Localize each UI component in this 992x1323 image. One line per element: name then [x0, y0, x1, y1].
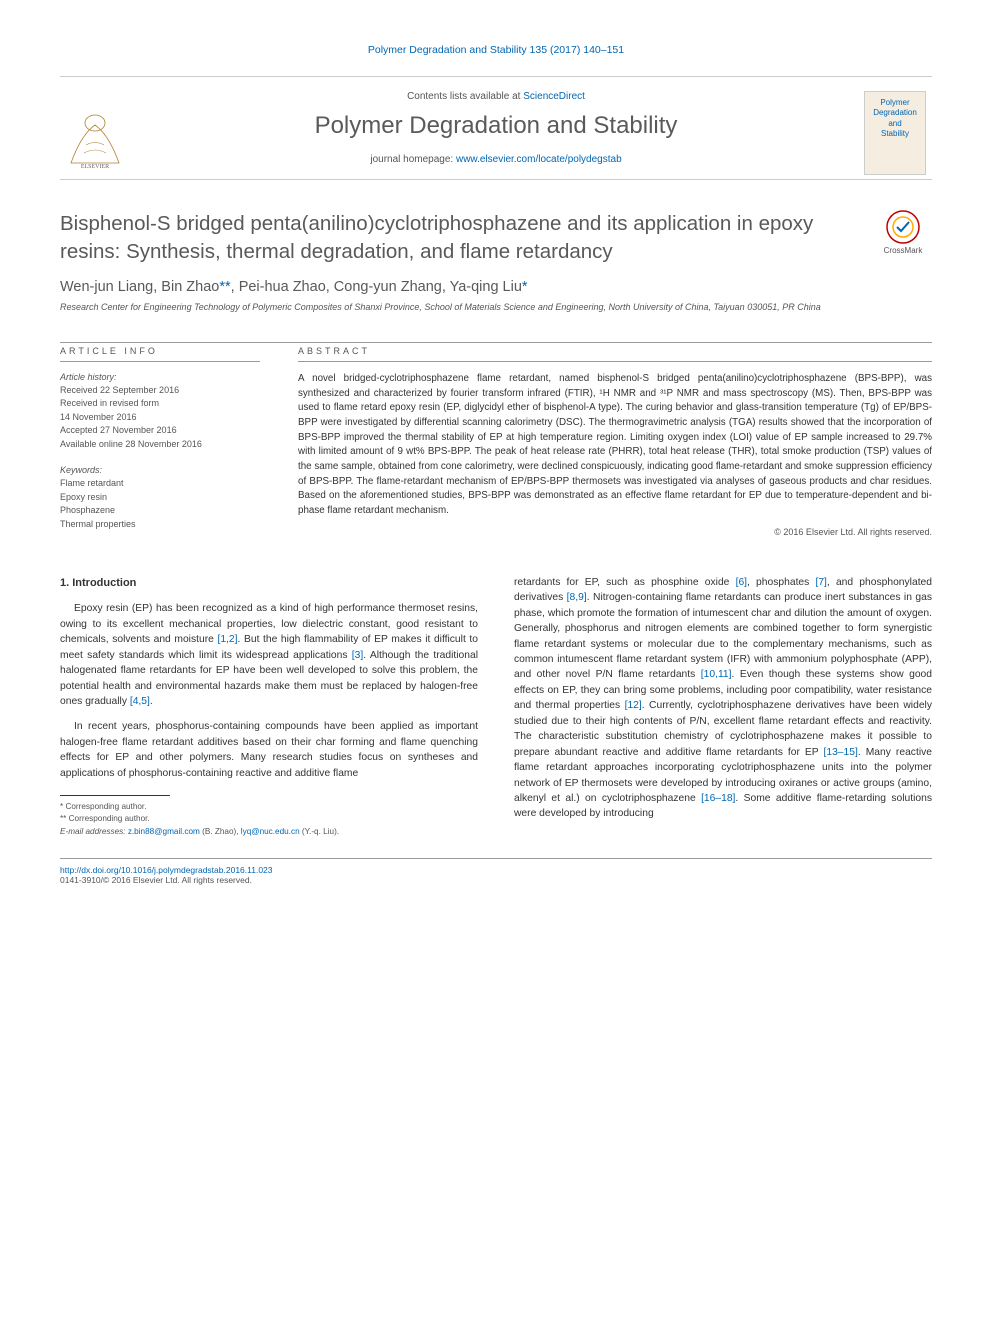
- footer-bar: http://dx.doi.org/10.1016/j.polymdegrads…: [60, 858, 932, 885]
- homepage-link[interactable]: www.elsevier.com/locate/polydegstab: [456, 154, 622, 165]
- article-info: ARTICLE INFO Article history: Received 2…: [60, 346, 260, 537]
- cite-link[interactable]: [1,2]: [217, 634, 237, 645]
- keyword: Epoxy resin: [60, 491, 260, 505]
- journal-name: Polymer Degradation and Stability: [60, 112, 932, 140]
- info-abstract-block: ARTICLE INFO Article history: Received 2…: [60, 342, 932, 537]
- crossmark-badge[interactable]: CrossMark: [874, 210, 932, 255]
- journal-cover-thumb: Polymer Degradation and Stability: [864, 91, 926, 175]
- history-line: Received in revised form: [60, 397, 260, 411]
- page: Polymer Degradation and Stability 135 (2…: [0, 0, 992, 915]
- cite-link[interactable]: [10,11]: [701, 669, 732, 680]
- cite-link[interactable]: [8,9]: [567, 592, 587, 603]
- contents-line: Contents lists available at ScienceDirec…: [60, 91, 932, 102]
- history-line: Accepted 27 November 2016: [60, 424, 260, 438]
- history-label: Article history:: [60, 372, 260, 382]
- corr-mark-2[interactable]: **: [219, 279, 230, 295]
- history-line: Received 22 September 2016: [60, 384, 260, 398]
- footnote: * Corresponding author.: [60, 801, 478, 813]
- footnote-emails: E-mail addresses: z.bin88@gmail.com (B. …: [60, 826, 478, 838]
- journal-header: ELSEVIER Polymer Degradation and Stabili…: [60, 76, 932, 180]
- abstract-column: ABSTRACT A novel bridged-cyclotriphospha…: [298, 346, 932, 537]
- paragraph: In recent years, phosphorus-containing c…: [60, 719, 478, 781]
- email-link[interactable]: lyq@nuc.edu.cn: [241, 827, 300, 836]
- abstract-heading: ABSTRACT: [298, 346, 932, 362]
- footnote-rule: [60, 795, 170, 796]
- affiliation: Research Center for Engineering Technolo…: [60, 301, 932, 314]
- cite-link[interactable]: [16–18]: [701, 793, 735, 804]
- running-head-link[interactable]: Polymer Degradation and Stability 135 (2…: [368, 44, 624, 56]
- running-head: Polymer Degradation and Stability 135 (2…: [60, 40, 932, 58]
- paragraph: retardants for EP, such as phosphine oxi…: [514, 575, 932, 822]
- info-heading: ARTICLE INFO: [60, 346, 260, 362]
- keyword: Flame retardant: [60, 477, 260, 491]
- history-line: Available online 28 November 2016: [60, 438, 260, 452]
- elsevier-logo: ELSEVIER: [66, 105, 124, 169]
- cite-link[interactable]: [6]: [736, 577, 747, 588]
- keyword: Thermal properties: [60, 518, 260, 532]
- section-heading: 1. Introduction: [60, 575, 478, 592]
- abstract-copyright: © 2016 Elsevier Ltd. All rights reserved…: [298, 527, 932, 537]
- paragraph: Epoxy resin (EP) has been recognized as …: [60, 601, 478, 709]
- keyword: Phosphazene: [60, 504, 260, 518]
- history-line: 14 November 2016: [60, 411, 260, 425]
- abstract-text: A novel bridged-cyclotriphosphazene flam…: [298, 372, 932, 519]
- title-row: Bisphenol-S bridged penta(anilino)cyclot…: [60, 210, 932, 265]
- email-link[interactable]: z.bin88@gmail.com: [128, 827, 200, 836]
- svg-text:ELSEVIER: ELSEVIER: [81, 164, 109, 169]
- crossmark-icon: [886, 210, 920, 244]
- cite-link[interactable]: [13–15]: [823, 747, 857, 758]
- footnote: ** Corresponding author.: [60, 813, 478, 825]
- cite-link[interactable]: [4,5]: [130, 696, 150, 707]
- cite-link[interactable]: [3]: [352, 650, 363, 661]
- body-columns: 1. Introduction Epoxy resin (EP) has bee…: [60, 575, 932, 838]
- article-title: Bisphenol-S bridged penta(anilino)cyclot…: [60, 210, 874, 265]
- sciencedirect-link[interactable]: ScienceDirect: [523, 91, 585, 102]
- authors: Wen-jun Liang, Bin Zhao**, Pei-hua Zhao,…: [60, 279, 932, 295]
- corr-mark-1[interactable]: *: [522, 279, 528, 295]
- doi-link[interactable]: http://dx.doi.org/10.1016/j.polymdegrads…: [60, 865, 273, 875]
- cite-link[interactable]: [7]: [815, 577, 826, 588]
- keywords-label: Keywords:: [60, 465, 260, 475]
- body-col-right: retardants for EP, such as phosphine oxi…: [514, 575, 932, 838]
- body-col-left: 1. Introduction Epoxy resin (EP) has bee…: [60, 575, 478, 838]
- homepage-line: journal homepage: www.elsevier.com/locat…: [60, 154, 932, 165]
- cite-link[interactable]: [12]: [625, 700, 642, 711]
- cover-label: Polymer Degradation and Stability: [865, 92, 925, 140]
- issn-line: 0141-3910/© 2016 Elsevier Ltd. All right…: [60, 875, 252, 885]
